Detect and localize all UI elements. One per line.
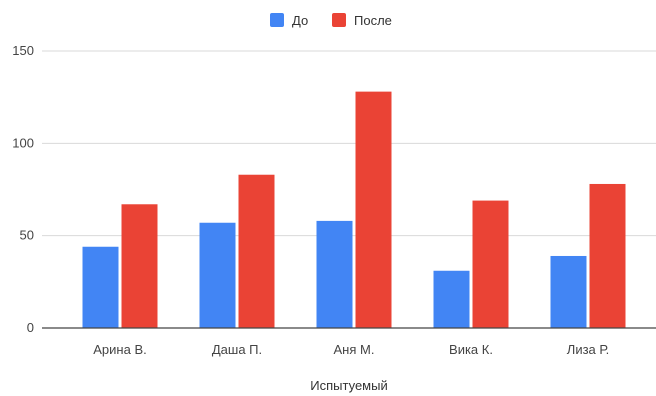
bar-before bbox=[550, 255, 587, 328]
bar-after bbox=[121, 204, 158, 328]
x-tick-label: Аня М. bbox=[334, 342, 375, 357]
x-axis-ticks: Арина В. Даша П. Аня М. Вика К. Лиза Р. bbox=[93, 342, 609, 357]
bar-before bbox=[82, 246, 119, 328]
x-tick-label: Лиза Р. bbox=[567, 342, 609, 357]
bar-after bbox=[238, 174, 275, 328]
y-tick-label: 100 bbox=[12, 135, 34, 150]
bars bbox=[82, 91, 626, 328]
bar-before bbox=[316, 220, 353, 328]
x-tick-label: Даша П. bbox=[212, 342, 262, 357]
x-tick-label: Вика К. bbox=[449, 342, 493, 357]
legend-swatch bbox=[332, 13, 346, 27]
y-tick-label: 50 bbox=[20, 228, 34, 243]
y-axis-ticks: 0 50 100 150 bbox=[12, 43, 34, 335]
legend: До После bbox=[270, 13, 392, 28]
x-axis-title: Испытуемый bbox=[310, 378, 387, 393]
bar-after bbox=[472, 200, 509, 328]
legend-swatch bbox=[270, 13, 284, 27]
bar-after bbox=[355, 91, 392, 328]
x-tick-label: Арина В. bbox=[93, 342, 146, 357]
bar-before bbox=[199, 222, 236, 328]
legend-label: После bbox=[354, 13, 392, 28]
y-tick-label: 150 bbox=[12, 43, 34, 58]
bar-before bbox=[433, 270, 470, 328]
y-tick-label: 0 bbox=[27, 320, 34, 335]
bar-after bbox=[589, 183, 626, 328]
legend-label: До bbox=[292, 13, 308, 28]
